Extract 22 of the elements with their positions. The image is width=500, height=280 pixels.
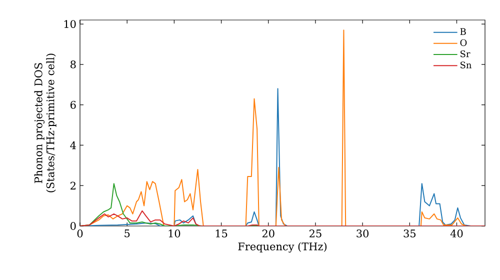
x-tick-label: 40 bbox=[450, 230, 463, 238]
x-tick-label: 25 bbox=[310, 230, 322, 238]
y-tick-label: 0 bbox=[70, 222, 76, 230]
x-tick-label: 35 bbox=[404, 230, 416, 238]
legend-label: O bbox=[460, 39, 467, 46]
y-tick-label: 10 bbox=[64, 20, 76, 28]
x-tick-label: 5 bbox=[124, 230, 130, 238]
x-tick-label: 0 bbox=[77, 230, 83, 238]
x-tick-label: 15 bbox=[216, 230, 228, 238]
x-tick-label: 30 bbox=[356, 230, 369, 238]
x-tick-label: 10 bbox=[168, 230, 180, 238]
legend-label: Sn bbox=[460, 62, 472, 68]
y-tick-label: 4 bbox=[70, 141, 76, 150]
legend-label: B bbox=[460, 28, 466, 35]
y-tick-label: 6 bbox=[70, 100, 76, 109]
x-axis-title: Frequency (THz) bbox=[238, 242, 326, 253]
y-tick-label: 2 bbox=[70, 182, 76, 190]
legend-label: Sr bbox=[460, 50, 470, 58]
y-axis-title: Phonon projected DOS (States/THz·primitive cell) bbox=[34, 54, 56, 192]
x-tick-label: 20 bbox=[262, 230, 274, 238]
line-series bbox=[80, 210, 486, 226]
y-tick-label: 8 bbox=[70, 60, 76, 68]
